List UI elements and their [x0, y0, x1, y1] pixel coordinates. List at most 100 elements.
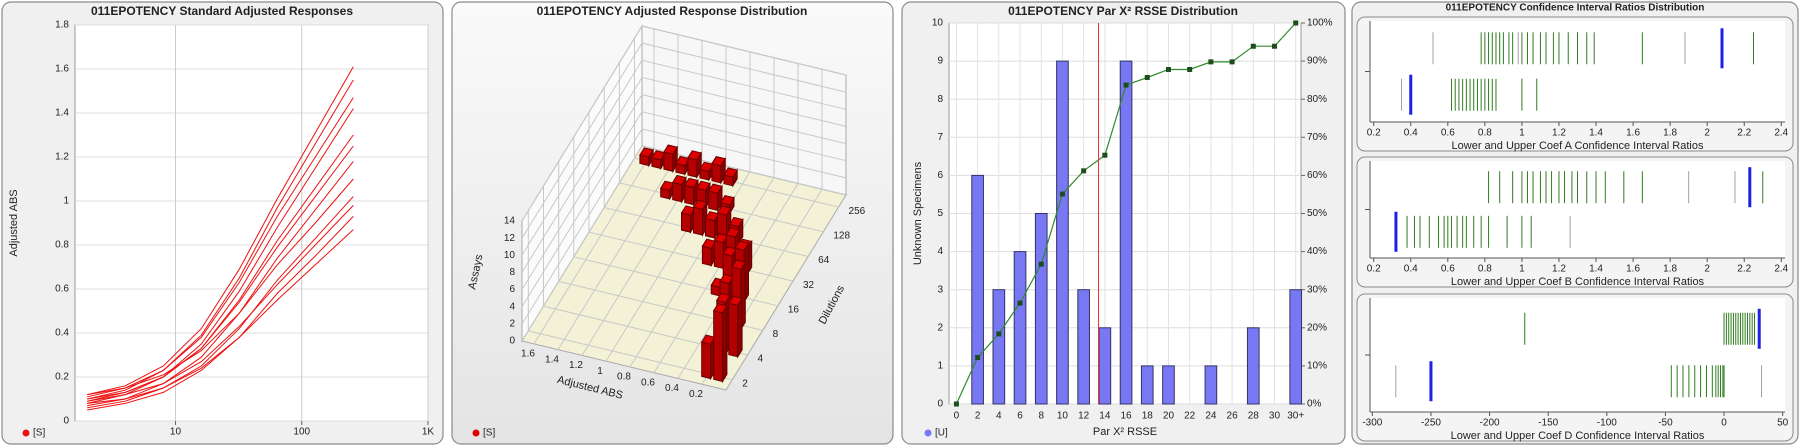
- x-tick-label: 2: [975, 411, 981, 422]
- grid-line: [533, 28, 655, 345]
- x-tick-label: 0: [1721, 418, 1727, 429]
- bar-3d: [692, 199, 708, 237]
- x-tick-label: 30: [1269, 411, 1281, 422]
- x-tick-label: 0.4: [1404, 264, 1418, 275]
- x-tick-label: 28: [1248, 411, 1260, 422]
- x-tick-label: 2: [1704, 264, 1710, 275]
- grid-line: [557, 34, 679, 350]
- x-tick-label: 0.2: [1367, 264, 1381, 275]
- line-marker: [1017, 300, 1023, 306]
- y-tick-label: 9: [937, 56, 943, 67]
- bar: [1077, 289, 1090, 405]
- y-tick-label: 7: [937, 132, 943, 143]
- bar-3d: [639, 147, 654, 168]
- chart-title: 011EPOTENCY Confidence Interval Ratios D…: [1446, 3, 1705, 14]
- bar-face: [731, 259, 747, 270]
- z-tick-label: 0: [509, 336, 515, 347]
- x-tick-label: 30+: [1287, 411, 1304, 422]
- y-tick-label: 128: [833, 230, 850, 241]
- bar: [1246, 327, 1260, 405]
- bar-face: [722, 304, 728, 384]
- y-tick-label: 1.2: [55, 152, 69, 163]
- line-marker: [1271, 43, 1277, 49]
- legend-swatch: [924, 429, 932, 437]
- x-tick-label: 1K: [422, 427, 435, 438]
- grid-line: [634, 38, 839, 208]
- line-marker: [1059, 191, 1065, 197]
- grid-line: [605, 46, 727, 362]
- bar-face: [672, 181, 683, 203]
- x-tick-label: 2.4: [1774, 128, 1788, 139]
- series-line: [87, 196, 354, 409]
- y-tick-label: 2: [937, 322, 943, 333]
- grid-line: [543, 186, 748, 356]
- y-tick-label: 0.4: [55, 328, 69, 339]
- y-tick-label: 256: [849, 206, 866, 217]
- line-marker: [1102, 152, 1108, 158]
- bar: [1056, 60, 1069, 405]
- bar-face: [728, 295, 743, 306]
- x-tick-label: -150: [1538, 418, 1558, 429]
- x-tick-label: 0.8: [617, 372, 631, 383]
- bar-3d: [687, 150, 702, 179]
- bar-face: [716, 205, 732, 216]
- y-axis-title: Unknown Specimens: [912, 161, 924, 265]
- x-tick-label: 18: [1142, 411, 1154, 422]
- line-marker: [1250, 43, 1256, 49]
- grid-line: [527, 210, 733, 381]
- bar-3d: [712, 303, 728, 384]
- x-tick-label: 14: [1099, 411, 1111, 422]
- bar: [1119, 60, 1133, 405]
- bar-face: [725, 227, 741, 238]
- y2-tick-label: 40%: [1307, 246, 1327, 257]
- bar-face: [719, 195, 735, 206]
- bar-face: [687, 157, 698, 178]
- bar-face: [692, 199, 708, 210]
- series-line: [87, 216, 354, 411]
- x-tick-label: 1.6: [1626, 264, 1640, 275]
- bar: [1013, 251, 1027, 405]
- x-tick-label: 2: [1704, 128, 1710, 139]
- bar-3d: [663, 144, 678, 174]
- line-marker: [1038, 261, 1044, 267]
- x-tick-label: 0.4: [1404, 128, 1418, 139]
- legend-label: [U]: [935, 428, 948, 439]
- x-tick-label: 26: [1227, 411, 1239, 422]
- bar-3d: [723, 167, 738, 188]
- y2-tick-label: 10%: [1307, 361, 1327, 372]
- bar-3d: [716, 205, 732, 243]
- x-tick-label: 50: [1777, 418, 1789, 429]
- x-tick-label: 0.2: [689, 389, 703, 400]
- x-tick-label: 2.2: [1737, 264, 1751, 275]
- line-marker: [1144, 74, 1150, 80]
- bar-face: [663, 144, 678, 155]
- bar-3d: [704, 211, 720, 240]
- y2-tick-label: 50%: [1307, 208, 1327, 219]
- x-tick-label: 0.6: [641, 377, 655, 388]
- legend-swatch: [22, 429, 30, 437]
- x-tick-label: 0.4: [665, 383, 679, 394]
- x-axis-title: Lower and Upper Coef B Confidence Interv…: [1451, 276, 1705, 288]
- bar-face: [737, 296, 743, 359]
- x-tick-label: 2.2: [1737, 128, 1751, 139]
- grid-line: [629, 51, 751, 368]
- chart-title: 011EPOTENCY Par X² RSSE Distribution: [1008, 4, 1238, 18]
- line-marker: [1187, 66, 1193, 72]
- x-tick-label: 1.4: [1589, 128, 1603, 139]
- y-tick-label: 64: [818, 255, 830, 266]
- bar-face: [701, 341, 712, 380]
- grid-line: [521, 94, 847, 290]
- x-tick-label: 20: [1163, 411, 1175, 422]
- x-tick-label: 4: [996, 411, 1002, 422]
- z-tick-label: 2: [509, 318, 515, 329]
- line-marker: [1208, 59, 1214, 65]
- y-tick-label: 32: [803, 280, 815, 291]
- y2-tick-label: 20%: [1307, 322, 1327, 333]
- bar-3d: [680, 205, 696, 234]
- grid-line: [521, 145, 847, 342]
- bar-face: [723, 167, 738, 178]
- legend-label: [S]: [483, 428, 495, 439]
- line-marker: [1229, 59, 1235, 65]
- x-tick-label: -300: [1362, 418, 1382, 429]
